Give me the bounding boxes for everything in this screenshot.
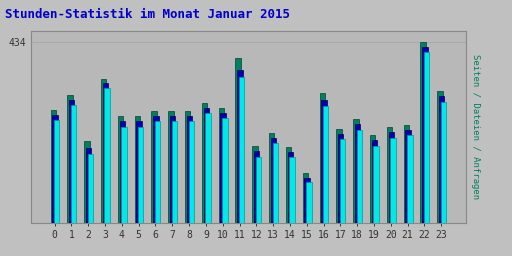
- Bar: [353, 119, 358, 223]
- Bar: [387, 127, 392, 223]
- Bar: [390, 137, 396, 223]
- Bar: [355, 124, 360, 223]
- Bar: [103, 83, 108, 223]
- Bar: [424, 52, 430, 223]
- Bar: [168, 111, 174, 223]
- Bar: [138, 127, 143, 223]
- Bar: [69, 100, 74, 223]
- Bar: [236, 58, 241, 223]
- Bar: [152, 111, 157, 223]
- Bar: [153, 116, 159, 223]
- Bar: [118, 116, 123, 223]
- Bar: [389, 132, 394, 223]
- Bar: [222, 118, 227, 223]
- Bar: [256, 157, 261, 223]
- Bar: [104, 88, 110, 223]
- Bar: [403, 125, 409, 223]
- Bar: [172, 121, 177, 223]
- Bar: [269, 133, 274, 223]
- Bar: [239, 77, 244, 223]
- Bar: [370, 135, 375, 223]
- Bar: [303, 174, 308, 223]
- Bar: [136, 121, 142, 223]
- Bar: [71, 105, 76, 223]
- Bar: [220, 113, 226, 223]
- Bar: [420, 41, 426, 223]
- Bar: [319, 93, 325, 223]
- Bar: [271, 138, 276, 223]
- Bar: [306, 182, 312, 223]
- Bar: [252, 145, 258, 223]
- Bar: [441, 102, 446, 223]
- Bar: [88, 154, 93, 223]
- Bar: [305, 178, 310, 223]
- Bar: [323, 106, 328, 223]
- Bar: [254, 151, 260, 223]
- Bar: [202, 102, 207, 223]
- Bar: [101, 79, 106, 223]
- Bar: [52, 115, 58, 223]
- Bar: [422, 47, 428, 223]
- Bar: [121, 127, 126, 223]
- Bar: [336, 129, 342, 223]
- Bar: [322, 100, 327, 223]
- Text: Stunden-Statistik im Monat Januar 2015: Stunden-Statistik im Monat Januar 2015: [5, 8, 290, 21]
- Bar: [289, 157, 295, 223]
- Bar: [372, 140, 377, 223]
- Bar: [237, 70, 243, 223]
- Bar: [439, 96, 444, 223]
- Bar: [338, 134, 344, 223]
- Bar: [67, 95, 73, 223]
- Bar: [155, 121, 160, 223]
- Bar: [86, 148, 91, 223]
- Bar: [373, 145, 379, 223]
- Bar: [185, 111, 190, 223]
- Bar: [219, 108, 224, 223]
- Bar: [187, 116, 192, 223]
- Bar: [135, 116, 140, 223]
- Bar: [119, 121, 125, 223]
- Bar: [288, 152, 293, 223]
- Bar: [188, 121, 194, 223]
- Bar: [54, 121, 59, 223]
- Bar: [204, 108, 209, 223]
- Bar: [437, 91, 443, 223]
- Bar: [272, 143, 278, 223]
- Bar: [357, 130, 362, 223]
- Bar: [407, 135, 413, 223]
- Y-axis label: Seiten / Dateien / Anfragen: Seiten / Dateien / Anfragen: [472, 54, 480, 199]
- Bar: [286, 147, 291, 223]
- Bar: [340, 139, 345, 223]
- Bar: [406, 130, 411, 223]
- Bar: [84, 141, 90, 223]
- Bar: [205, 113, 211, 223]
- Bar: [170, 116, 175, 223]
- Bar: [51, 110, 56, 223]
